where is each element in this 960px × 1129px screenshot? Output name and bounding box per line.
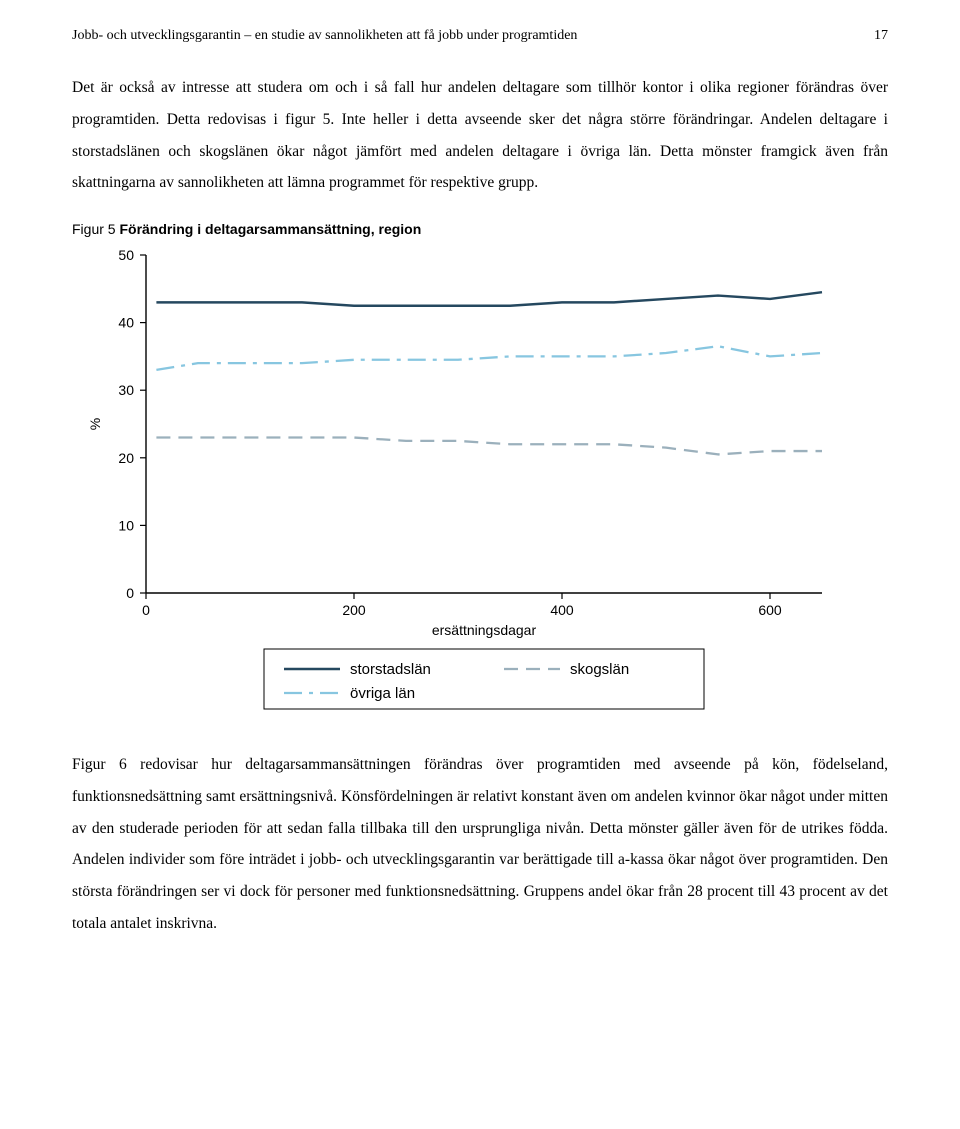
- svg-text:skogslän: skogslän: [570, 661, 629, 678]
- series-skogslän: [156, 438, 822, 455]
- svg-text:600: 600: [758, 602, 782, 618]
- figure5-caption: Figur 5 Förändring i deltagarsammansättn…: [72, 221, 888, 237]
- svg-text:10: 10: [118, 517, 134, 533]
- series-övriga län: [156, 346, 822, 370]
- svg-text:övriga län: övriga län: [350, 685, 415, 702]
- svg-text:400: 400: [550, 602, 574, 618]
- svg-text:50: 50: [118, 247, 134, 263]
- page-number: 17: [874, 28, 888, 44]
- figure5-caption-bold: Förändring i deltagarsammansättning, reg…: [119, 221, 421, 237]
- figure5-chart: 0 10 20 30 40 50% 0 200 400 600 ersättningsdagar st…: [72, 243, 842, 723]
- svg-text:200: 200: [342, 602, 366, 618]
- svg-text:0: 0: [142, 602, 150, 618]
- paragraph-2: Figur 6 redovisar hur deltagarsammansätt…: [72, 749, 888, 940]
- series-storstadslän: [156, 292, 822, 306]
- svg-text:20: 20: [118, 450, 134, 466]
- figure5-caption-prefix: Figur 5: [72, 221, 119, 237]
- svg-text:40: 40: [118, 315, 134, 331]
- svg-text:ersättningsdagar: ersättningsdagar: [432, 622, 537, 638]
- paragraph-1: Det är också av intresse att studera om …: [72, 72, 888, 199]
- running-header: Jobb- och utvecklingsgarantin – en studi…: [72, 28, 888, 44]
- svg-text:30: 30: [118, 382, 134, 398]
- svg-text:storstadslän: storstadslän: [350, 661, 431, 678]
- svg-text:%: %: [87, 418, 103, 430]
- running-title: Jobb- och utvecklingsgarantin – en studi…: [72, 28, 577, 44]
- svg-text:0: 0: [126, 585, 134, 601]
